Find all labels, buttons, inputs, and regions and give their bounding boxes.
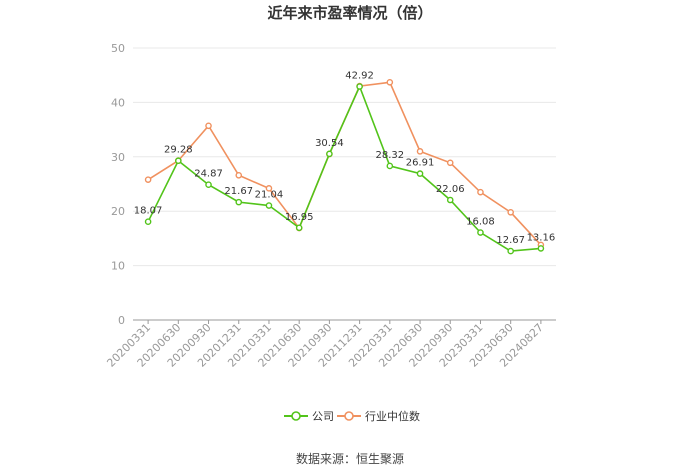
data-point-0 <box>205 181 212 189</box>
data-label: 42.92 <box>345 71 374 82</box>
data-point-0 <box>144 218 152 225</box>
data-point-1 <box>235 171 243 179</box>
data-point-1 <box>144 176 152 183</box>
data-point-1 <box>477 188 484 196</box>
data-point-1 <box>265 185 273 192</box>
data-source-note: 数据来源：恒生聚源 <box>295 452 404 466</box>
chart-title: 近年来市盈率情况（倍） <box>267 4 433 22</box>
series-lines <box>144 78 545 255</box>
y-tick-label: 30 <box>111 151 125 164</box>
data-label: 16.95 <box>285 212 314 223</box>
legend[interactable]: 公司 行业中位数 <box>284 409 420 423</box>
data-point-0 <box>295 224 303 232</box>
y-tick-label: 0 <box>118 314 125 327</box>
legend-swatch-marker <box>344 411 354 421</box>
data-label: 29.28 <box>164 145 193 156</box>
data-point-0 <box>477 229 484 236</box>
data-label: 30.54 <box>315 138 344 149</box>
data-label: 13.16 <box>527 232 556 243</box>
data-point-1 <box>416 148 424 155</box>
data-label: 21.04 <box>255 190 284 201</box>
data-label: 24.87 <box>194 169 223 180</box>
y-tick-label: 20 <box>111 205 125 218</box>
y-tick-label: 50 <box>111 42 125 55</box>
legend-swatch-marker <box>291 411 301 421</box>
legend-label: 公司 <box>312 410 334 423</box>
data-label: 18.07 <box>134 206 163 217</box>
data-point-0 <box>326 150 333 158</box>
data-point-0 <box>356 83 363 90</box>
data-label: 12.67 <box>496 235 525 246</box>
data-point-0 <box>507 247 514 255</box>
legend-label: 行业中位数 <box>365 409 420 423</box>
data-point-0 <box>537 245 545 252</box>
data-point-1 <box>205 122 212 130</box>
data-point-1 <box>507 208 514 216</box>
data-label: 22.06 <box>436 184 465 195</box>
series-line-0 <box>147 84 541 252</box>
data-point-1 <box>386 78 394 86</box>
data-point-0 <box>265 202 273 209</box>
data-point-0 <box>175 157 182 165</box>
y-tick-label: 10 <box>111 260 125 273</box>
data-point-0 <box>416 170 424 177</box>
data-point-0 <box>446 196 454 204</box>
y-axis: 0 10 20 30 40 50 <box>111 42 125 327</box>
data-point-0 <box>235 198 243 206</box>
data-label: 16.08 <box>466 217 495 228</box>
data-label: 28.32 <box>376 150 405 161</box>
data-label: 26.91 <box>406 158 435 169</box>
x-axis: 2020033120200630202009302020123120210331… <box>104 319 556 370</box>
data-label: 21.67 <box>224 186 253 197</box>
data-point-0 <box>386 162 394 170</box>
data-point-1 <box>446 159 454 167</box>
gridlines <box>133 47 556 267</box>
y-tick-label: 40 <box>111 96 125 109</box>
